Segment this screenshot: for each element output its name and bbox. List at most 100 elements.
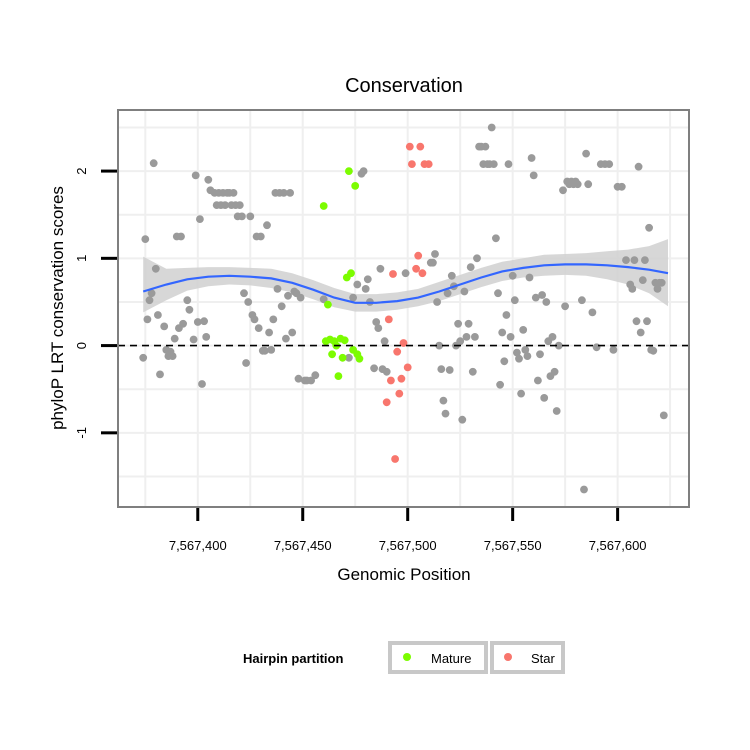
data-point-other (645, 223, 653, 232)
data-point-other (657, 278, 666, 287)
x-tick-label: 7,567,550 (484, 538, 542, 553)
data-point-mature (319, 202, 328, 210)
data-point-other (250, 315, 259, 324)
data-point-star (384, 315, 393, 324)
data-point-other (353, 280, 362, 289)
data-point-star (408, 160, 416, 169)
data-point-other (370, 364, 378, 373)
data-point-other (622, 256, 630, 264)
data-point-other (634, 162, 643, 171)
data-point-other (160, 322, 169, 331)
data-point-other (374, 324, 383, 332)
data-point-other (246, 212, 255, 221)
data-point-other (284, 291, 292, 300)
data-point-other (151, 264, 160, 273)
data-point-mature (355, 354, 364, 363)
data-point-star (397, 374, 406, 383)
data-point-other (659, 411, 668, 420)
y-axis-title: phyloP LRT conservation scores (48, 186, 67, 430)
legend-title: Hairpin partition (243, 651, 343, 666)
data-point-other (454, 319, 462, 328)
data-point-other (513, 348, 521, 357)
data-point-other (401, 269, 410, 278)
confidence-band (143, 239, 668, 313)
data-point-mature (334, 372, 343, 380)
data-point-other (437, 365, 446, 373)
data-point-other (592, 343, 601, 352)
data-point-other (573, 180, 582, 189)
data-point-other (147, 289, 156, 298)
x-tick-label: 7,567,450 (274, 538, 332, 553)
data-point-star (387, 376, 395, 385)
data-point-other (263, 221, 271, 230)
data-point-other (643, 317, 651, 326)
data-point-other (504, 160, 513, 169)
data-point-other (527, 154, 536, 162)
data-point-other (584, 180, 593, 189)
data-point-other (170, 334, 179, 343)
data-point-other (554, 341, 563, 350)
data-point-other (191, 171, 200, 180)
data-point-other (143, 315, 152, 324)
x-tick-label: 7,567,400 (169, 538, 227, 553)
x-axis-title: Genomic Position (337, 565, 470, 584)
data-point-other (462, 333, 471, 341)
data-point-other (523, 352, 532, 360)
data-point-other (345, 353, 353, 362)
data-point-other (296, 293, 305, 302)
data-point-other (429, 258, 437, 267)
data-point-other (168, 352, 177, 360)
data-point-other (154, 311, 162, 319)
data-point-other (460, 287, 469, 296)
legend-key-box-star (490, 641, 565, 674)
data-point-other (580, 485, 588, 494)
data-point-other (261, 346, 269, 355)
data-point-other (552, 407, 561, 415)
data-point-other (363, 275, 372, 284)
data-point-other (307, 376, 315, 385)
data-point-other (519, 326, 528, 334)
data-point-other (439, 396, 448, 405)
data-point-mature (347, 269, 355, 278)
data-point-other (561, 302, 569, 311)
data-point-other (582, 149, 590, 158)
data-point-star (416, 142, 425, 151)
data-point-other (156, 370, 164, 379)
data-point-other (198, 380, 206, 388)
chart-title: Conservation (345, 75, 463, 97)
data-point-other (286, 189, 294, 197)
data-point-other (445, 366, 454, 374)
data-point-other (441, 409, 450, 418)
data-point-other (542, 298, 551, 306)
x-tick-label: 7,567,600 (589, 538, 647, 553)
data-point-other (506, 333, 515, 341)
data-point-mature (338, 353, 347, 362)
data-point-other (609, 346, 618, 354)
data-point-other (294, 374, 303, 383)
data-point-star (418, 269, 427, 278)
data-point-other (510, 296, 519, 305)
data-point-other (559, 186, 567, 195)
data-point-other (376, 264, 385, 273)
data-point-other (288, 328, 297, 337)
data-point-other (149, 159, 158, 168)
data-point-other (189, 335, 198, 344)
data-point-star (393, 347, 402, 356)
data-point-other (534, 376, 542, 385)
data-point-other (183, 296, 192, 305)
data-point-other (636, 328, 645, 337)
data-point-other (229, 189, 238, 197)
data-point-other (500, 357, 509, 366)
data-point-mature (324, 300, 332, 309)
data-point-other (531, 293, 540, 302)
data-point-other (628, 285, 637, 293)
data-point-mature (328, 350, 336, 359)
data-point-other (273, 285, 282, 293)
data-point-other (550, 367, 559, 376)
data-point-other (185, 305, 194, 314)
data-point-other (311, 371, 320, 380)
data-point-other (481, 142, 490, 151)
data-point-other (282, 334, 290, 343)
data-point-other (473, 254, 481, 263)
